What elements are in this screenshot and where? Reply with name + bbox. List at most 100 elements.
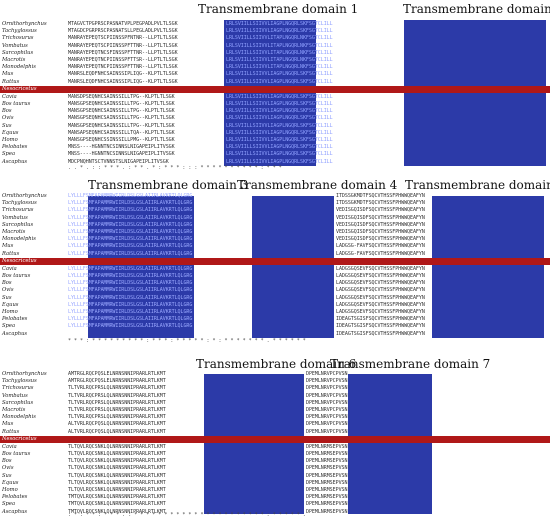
species-label: Monodelphis (2, 414, 36, 421)
sequence-segment: MNSS----HGNNTNCSINNSLNIGAPEIPLITVSGK (68, 144, 175, 151)
sequence-segment: DPEMLNRMSEPVSN (306, 458, 348, 465)
species-label: Vombatus (2, 42, 28, 49)
sequence-segment: TLTVRLRQCPRSLQLNRNSNNIPRARLRTLKMT (68, 414, 166, 421)
sequence-segment: LRLSVIILLSIIVVLIAGPLNGQRLSKFSGTCLILL (226, 122, 333, 129)
species-label: Ovis (2, 287, 14, 294)
species-label: Sus (2, 472, 12, 479)
sequence-segment: DPEMLNRVPCPVSN (306, 407, 348, 413)
species-label: Vombatus (2, 214, 28, 221)
alignment-block-3: Ornithorhynchus Tachyglossus Trichosurus Vo… (0, 371, 550, 518)
species-label: Tachyglossus (2, 200, 37, 207)
sequence-segment: LRLSVIILLSIIVVLIAGPLNGQRLSKFSGTCLILL (226, 100, 333, 107)
sequence-segment: DPEMLNRVPCPVSN (306, 421, 348, 428)
sequence-segment: DPEMLNRMSEPVSN (306, 443, 348, 450)
species-label: Ornithorhynchus (2, 21, 47, 27)
species-label: Homo (2, 136, 18, 143)
sequence-segment: VEDISGQISDFSQCVTHSSFPHWWQEAFYN (336, 207, 425, 214)
sequence-segment: LYLLLFSMFAPAMMRWIIRLDSLGSLAIIRLAVKRTLQLG… (68, 287, 193, 294)
sequence-segment: TLTQVLRQCSNKLQLNRNSNNIPRARLRTLKMT (68, 472, 166, 479)
sequence-segment: LYLLLFSMFAPAMMRWIIRLDSLGSLAIIRLAVKRTLQLG… (68, 308, 193, 315)
sequence-segment: DPEMLNRVPCPVSN (306, 385, 348, 392)
tm7-region (348, 374, 432, 514)
consensus-line-3: : * : * * : * * * . : * * * * * * * * * … (68, 512, 306, 518)
sequence-segment: TMTQVLRQCSNKLQLNRNSNNIPRARLRTLKMT (68, 501, 166, 508)
sequence-segment: LYLLLFSMFAPAMMRWIIRLDSLGSLAIIRLAVKRTLQLG… (68, 316, 193, 323)
sequence-segment: MANRSLEQDFNHCSAINSSIPLIQG--KLPTLTLSGK (68, 71, 178, 78)
sequence-segment: LRLSVIILLSIIVVLIAGPLNGQRLSKFSGTCLILL (226, 93, 333, 100)
sequence-segment: LADGSGQSEVFSQCVTHSSFPHWWQEAFYN (336, 265, 425, 272)
sequence-segment: LYLLLFSMFAPAMMRWIIRLDSLGSLAIIRLAVKRTLQLG… (68, 294, 193, 301)
species-label: Homo (2, 308, 18, 315)
sequence-segment: ITDSSGKMDTFSQCVTHSSFPHWWQEAFYN (336, 193, 425, 199)
consensus-line-1: . . * . : : * * * . : * * . * : * * * : … (68, 165, 282, 171)
sequence-segment: LYLLLFSMFAPAMMRWIIRLDSLGSLAIIRLAVKRTLQLG… (68, 243, 193, 250)
sequence-segment: AMTRGLRQCPQSLELNRNSNNIPRARLRTLKMT (68, 371, 166, 377)
sequence-segment: MANSGPSEQNHCSSINSSILLPMG--KLPTLTLSGK (68, 136, 175, 143)
sequence-segment: ITDSSGKMDTFSQCVTHSSFPHWWQEAFYN (336, 200, 425, 207)
highlighted-row-3 (0, 436, 550, 443)
species-label: Spea (2, 151, 16, 158)
sequence-segment: LRLSVIILLSIIVVLIAGPLNGQRLSKFSGTCLILL (226, 78, 333, 85)
sequence-segment: LRLSVIILLSIIVVLIAGPLNGQRLSKFSGTCLILL (226, 21, 333, 27)
sequence-segment: LYLLLFSMFAPAMMRWIIRLDSLGSLAIIRLAVKRTLQLG… (68, 301, 193, 308)
sequence-segment: TMTQVLRQCSNKLQLNRNSNNIPRARLRTLKMT (68, 494, 166, 501)
sequence-segment: LYLLLFSMFAPAMMRWIIRLDSLGSLAIIRLAVKRTLQLG… (68, 214, 193, 221)
tm2-region (404, 20, 546, 166)
species-label: Equus (2, 129, 19, 136)
sequence-segment: LRLSVIILLSIIVVLIAGPLNGQRLSKFSGTCLILL (226, 28, 333, 35)
sequence-segment: LADGSG-FAVFSQCVTHSSFPHWWQEAFYN (336, 250, 425, 257)
sequence-segment: MANSGPSEQNHCSAINSSILLTPG--KLPTLTLSGK (68, 122, 175, 129)
tm1-title: Transmembrane domain 1 (198, 2, 359, 16)
species-label: Pelobates (2, 144, 28, 151)
species-label: Equus (2, 479, 19, 486)
sequence-segment: TLTQVLRQCSNKLQLNRNSNNIPRARLRTLKMT (68, 443, 166, 450)
consensus-line-2: * * * : * * * * * * * * * : * * * : * * … (68, 338, 306, 344)
sequence-segment: MTAGVCTPGPRSCPASNATVPLPEGPADLPVLTLSGK (68, 21, 178, 27)
highlighted-row-2 (0, 258, 550, 265)
species-label: Spea (2, 323, 16, 330)
sequence-segment: DPEMLNRVPCPVSN (306, 392, 348, 399)
highlighted-species-label: Nesocricetus (2, 86, 37, 92)
sequence-segment: LRLSVIILLSIIVVLITAPLNGQRLNKFSGTCLILL (226, 64, 333, 71)
sequence-segment: LYLLLFSMFAPAMMRWIIRLDSLGSLAIIRLAVKRTLQLG… (68, 200, 193, 207)
sequence-segment: LADGSGQSEVFSQCVTHSSFPHWWQEAFYN (336, 301, 425, 308)
sequence-segment: LRLSVIILLSIIVVLIAGPLNGQRLSKFSGTCLILL (226, 158, 333, 165)
species-label: Pelobates (2, 316, 28, 323)
sequence-segment: LADGSGQSEVFSQCVTHSSFPHWWQEAFYN (336, 272, 425, 279)
sequence-segment: DPEMLNRVPCPVSN (306, 399, 348, 406)
tm2-title: Transmembrane domain 2 (403, 2, 550, 16)
species-label: Trichosurus (2, 35, 34, 42)
sequence-segment: DPEMLNRVPCPVSN (306, 378, 348, 385)
sequence-segment: LADGSGQSEVFSQCVTHSSFPHWWQEAFYN (336, 308, 425, 315)
species-label: Monodelphis (2, 64, 36, 71)
sequence-segment: LRLSVIILLSIIVVLIAGPLNGQRLSKFSGTCLILL (226, 71, 333, 78)
tm5-region (432, 196, 544, 338)
species-label: Cavia (2, 443, 17, 450)
species-label: Homo (2, 486, 18, 493)
sequence-segment: VEDISGQISDFSQCVTHSSFPHWWQEAFYN (336, 214, 425, 221)
sequence-segment: VEDISGQISDFSQCVTHSSFPHWWQEAFYN (336, 221, 425, 228)
alignment-block-1: Ornithorhynchus Tachyglossus Trichosurus Vo… (0, 20, 550, 171)
sequence-segment: DPEMLNRMSEPVSN (306, 450, 348, 457)
sequence-segment: TLTVRLRQCPRSLQLNRNSNNIPRARLRTLKMT (68, 385, 166, 392)
sequence-segment: DPEMLNRVPCPVSN (306, 414, 348, 421)
species-label: Pelobates (2, 494, 28, 501)
sequence-segment: TLTVRLRQCPRSLQLNRNSNNIPRARLRTLKMT (68, 407, 166, 413)
sequence-segment: DPEMLNRMSEPVSN (306, 494, 348, 501)
species-label: Equus (2, 301, 19, 308)
species-label: Sarcophilus (2, 399, 34, 406)
sequence-segment: LRLSVIILLSIIVVLIAGPLNGQRLSKFSGTCLILL (226, 129, 333, 136)
species-label: Rattus (2, 250, 20, 257)
sequence-segment: MANRAYEPEQTNCPIINSSPFTTSR--LLPTLTLSGK (68, 57, 178, 63)
sequence-segment: TLTQVLRQCSNKLQLNRNSNNIPRARLRTLKMT (68, 465, 166, 472)
sequence-segment: MANRSLEQDFNHCSAINSSIPLIQG--KLPTLTLSGK (68, 78, 178, 85)
sequence-segment: IDEAGTSGISFSQCVTHSSFPHWWQEAFYN (336, 330, 425, 337)
sequence-segment: AMTRGLRQCPQSLELNRNSNNIPRARLRTLKMT (68, 378, 166, 385)
sequence-segment: LRLSVIILLSIIVVLITAPLNGQRLNKFSGTCLILL (226, 35, 333, 42)
sequence-segment: LRLSVIILLSIIVVLIAGPLNGQRLSKFSGTCLILL (226, 151, 333, 158)
alignment-block-2: Ornithorhynchus Tachyglossus Trichosurus Vo… (0, 193, 550, 346)
sequence-segment: DPEMLNRMSEPVSN (306, 486, 348, 493)
species-label: Cavia (2, 93, 17, 100)
species-label: Trichosurus (2, 207, 34, 214)
sequence-segment: MNSS----HGNNTNCSINNSLNIGAPEIPLITVSGK (68, 151, 175, 158)
